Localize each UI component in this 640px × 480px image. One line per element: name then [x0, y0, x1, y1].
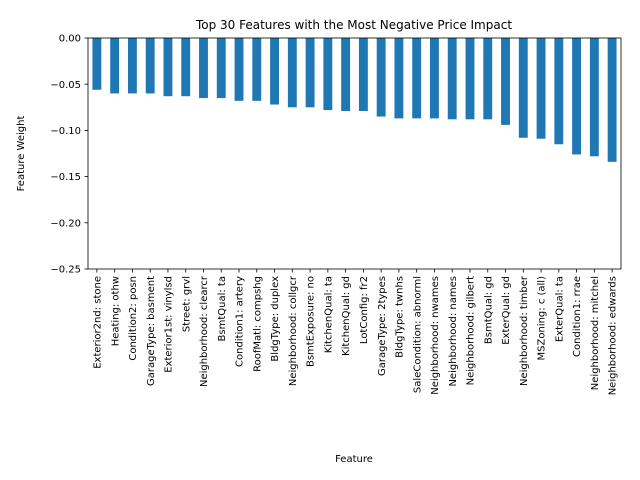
bar: [341, 38, 351, 111]
bar: [92, 38, 102, 90]
x-tick-label: Neighborhood: gilbert: [466, 276, 477, 385]
bar: [270, 38, 279, 105]
x-tick-label: BsmtQual: gd: [483, 276, 494, 344]
y-tick-label: −0.20: [50, 218, 81, 229]
x-tick-label: SaleCondition: abnorml: [412, 276, 423, 393]
bar: [501, 38, 510, 125]
bar: [572, 38, 582, 155]
x-tick-label: LotConfig: fr2: [359, 276, 370, 344]
x-tick-label: KitchenQual: ta: [323, 276, 334, 353]
bar: [430, 38, 439, 119]
x-tick-label: Neighborhood: clearcr: [199, 275, 210, 387]
chart-title: Top 30 Features with the Most Negative P…: [195, 18, 512, 32]
bar: [536, 38, 546, 139]
bar: [607, 38, 617, 162]
x-tick-label: ExterQual: gd: [501, 276, 512, 345]
bar: [305, 38, 315, 108]
x-tick-label: BldgType: duplex: [270, 276, 281, 362]
x-tick-label: Exterior2nd: stone: [92, 276, 103, 369]
bar: [234, 38, 244, 101]
x-axis: Exterior2nd: stone Heating: othw Condition…: [92, 269, 619, 395]
bar: [518, 38, 528, 138]
x-tick-label: Neighborhood: mitchel: [590, 276, 601, 390]
bar: [447, 38, 457, 120]
x-tick-label: GarageType: basment: [146, 276, 157, 386]
x-tick-label: Street: grvl: [181, 276, 192, 332]
bar: [199, 38, 208, 99]
y-tick-label: −0.25: [50, 265, 81, 276]
x-tick-label: ExterQual: ta: [554, 276, 565, 342]
x-tick-label: Neighborhood: nwames: [430, 276, 441, 395]
bar: [589, 38, 599, 157]
y-axis: 0.00 −0.05 −0.10 −0.15 −0.20 −0.25: [50, 34, 88, 276]
bar: [376, 38, 386, 117]
x-tick-label: Heating: othw: [110, 276, 121, 346]
bar: [252, 38, 262, 101]
x-tick-label: BsmtExposure: no: [306, 276, 317, 367]
bar: [483, 38, 493, 120]
bar: [110, 38, 120, 94]
x-tick-label: Neighborhood: names: [448, 276, 459, 387]
x-axis-label: Feature: [335, 454, 373, 465]
bar: [216, 38, 226, 99]
x-tick-label: BldgType: twnhs: [395, 276, 406, 358]
x-tick-label: Neighborhood: collgcr: [288, 275, 299, 386]
x-tick-label: Condition2: posn: [128, 276, 139, 361]
y-tick-label: −0.15: [50, 172, 81, 183]
bar: [412, 38, 422, 119]
bar: [465, 38, 475, 120]
y-axis-label: Feature Weight: [16, 116, 27, 192]
bar: [287, 38, 297, 108]
x-tick-label: BsmtQual: ta: [217, 276, 228, 341]
bar: [145, 38, 155, 94]
x-tick-label: Neighborhood: timber: [519, 275, 530, 386]
bar: [394, 38, 404, 119]
x-tick-label: KitchenQual: gd: [341, 276, 352, 356]
x-tick-label: Neighborhood: edwards: [608, 276, 619, 395]
bar: [127, 38, 137, 94]
x-tick-label: MSZoning: c (all): [537, 276, 548, 361]
bar: [323, 38, 333, 111]
bar: [163, 38, 173, 97]
x-tick-label: GarageType: 2types: [377, 276, 388, 376]
plot-frame: [87, 37, 622, 270]
y-tick-label: 0.00: [59, 34, 81, 45]
x-tick-label: Condition1: artery: [235, 276, 246, 367]
bars-group: [92, 38, 617, 162]
y-tick-label: −0.05: [50, 80, 81, 91]
bar: [181, 38, 191, 97]
bar: [554, 38, 564, 145]
bar: [358, 38, 368, 111]
x-tick-label: RoofMatl: compshg: [252, 276, 263, 372]
x-tick-label: Exterior1st: vinylsd: [164, 276, 175, 373]
y-tick-label: −0.10: [50, 126, 81, 137]
x-tick-label: Condition1: rrae: [572, 276, 583, 357]
